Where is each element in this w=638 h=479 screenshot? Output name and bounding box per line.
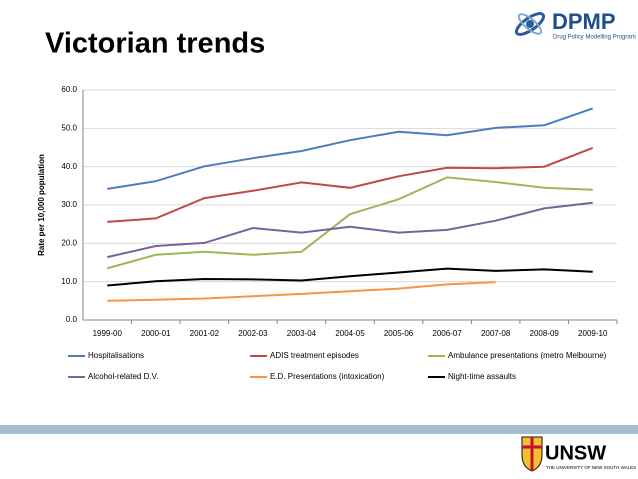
legend-label: E.D. Presentations (intoxication) [270,372,385,381]
logo-name: DPMP [552,9,616,34]
series-line [107,267,593,287]
x-tick-label: 2005-06 [384,329,414,338]
y-tick-label: 10.0 [61,277,77,286]
y-tick-label: 30.0 [61,200,77,209]
x-tick-label: 2004-05 [335,329,365,338]
y-tick-label: 50.0 [61,123,77,132]
series-line [107,281,496,302]
x-tick-label: 2006-07 [432,329,462,338]
x-tick-label: 2000-01 [141,329,171,338]
y-tick-label: 40.0 [61,162,77,171]
logo-name: UNSW [545,442,606,464]
series-line [107,176,593,270]
logo-dot [526,20,534,28]
x-tick-label: 2009-10 [578,329,608,338]
y-axis-label: Rate per 10,000 population [37,154,46,256]
series-line [107,146,594,223]
legend-label: Hospitalisations [88,351,144,360]
y-tick-label: 20.0 [61,238,77,247]
legend-label: ADIS treatment episodes [270,351,359,360]
unsw-logo: UNSW THE UNIVERSITY OF NEW SOUTH WALES [521,436,636,472]
x-tick-label: 2008-09 [530,329,560,338]
logo-subtitle: Drug Policy Modelling Program [553,35,636,41]
legend-label: Ambulance presentations (metro Melbourne… [448,351,607,360]
x-tick-label: 2003-04 [287,329,317,338]
legend-label: Night-time assaults [448,372,516,381]
x-tick-label: 2002-03 [238,329,268,338]
series-line [107,201,593,259]
x-tick-label: 2001-02 [190,329,220,338]
y-tick-label: 0.0 [66,315,78,324]
logo-swirl [514,12,546,36]
footer-band [0,425,638,434]
logo-subtitle: THE UNIVERSITY OF NEW SOUTH WALES [546,465,636,470]
x-tick-label: 2007-08 [481,329,511,338]
crest-cross [522,437,542,471]
x-tick-label: 1999-00 [93,329,123,338]
series-line [107,107,594,190]
slide-title: Victorian trends [45,28,265,60]
logo-swirl [517,13,543,35]
dpmp-logo: DPMP Drug Policy Modelling Program [514,9,636,41]
y-tick-label: 60.0 [61,85,77,94]
legend-label: Alcohol-related D.V. [88,372,158,381]
